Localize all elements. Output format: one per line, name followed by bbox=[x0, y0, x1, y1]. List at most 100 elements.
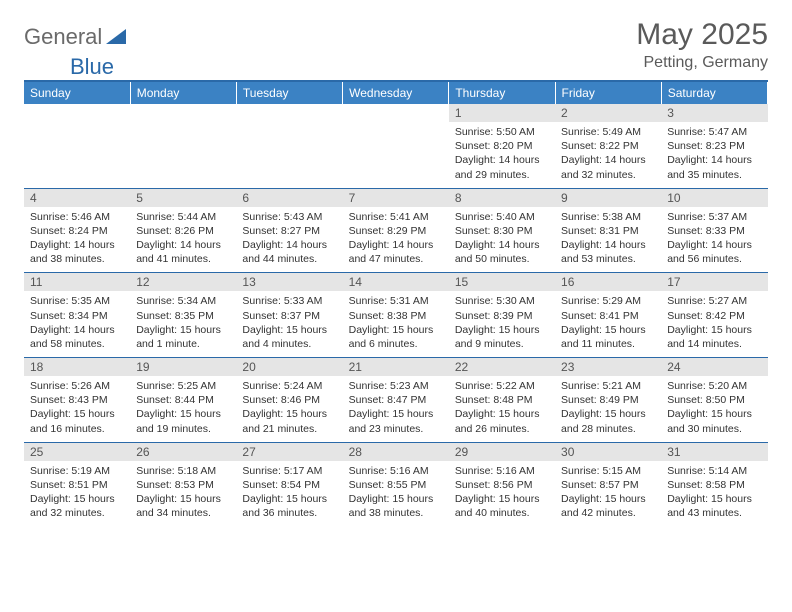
sunrise-text: Sunrise: 5:29 AM bbox=[561, 294, 655, 308]
month-title: May 2025 bbox=[636, 18, 768, 52]
daylight-text: Daylight: 15 hours and 28 minutes. bbox=[561, 407, 655, 435]
sunset-text: Sunset: 8:41 PM bbox=[561, 309, 655, 323]
calendar-cell bbox=[24, 104, 130, 188]
calendar-cell bbox=[343, 104, 449, 188]
daylight-text: Daylight: 15 hours and 21 minutes. bbox=[242, 407, 336, 435]
calendar-cell: 30Sunrise: 5:15 AMSunset: 8:57 PMDayligh… bbox=[555, 442, 661, 526]
calendar-cell: 20Sunrise: 5:24 AMSunset: 8:46 PMDayligh… bbox=[236, 358, 342, 443]
calendar-cell: 23Sunrise: 5:21 AMSunset: 8:49 PMDayligh… bbox=[555, 358, 661, 443]
calendar-week-row: 25Sunrise: 5:19 AMSunset: 8:51 PMDayligh… bbox=[24, 442, 768, 526]
calendar-week-row: 11Sunrise: 5:35 AMSunset: 8:34 PMDayligh… bbox=[24, 273, 768, 358]
day-details bbox=[24, 122, 130, 180]
sunrise-text: Sunrise: 5:17 AM bbox=[242, 464, 336, 478]
calendar-cell: 17Sunrise: 5:27 AMSunset: 8:42 PMDayligh… bbox=[661, 273, 767, 358]
calendar-cell bbox=[130, 104, 236, 188]
day-number: 23 bbox=[555, 358, 661, 376]
day-number: 26 bbox=[130, 443, 236, 461]
sunrise-text: Sunrise: 5:18 AM bbox=[136, 464, 230, 478]
sunset-text: Sunset: 8:55 PM bbox=[349, 478, 443, 492]
calendar-cell: 21Sunrise: 5:23 AMSunset: 8:47 PMDayligh… bbox=[343, 358, 449, 443]
sunset-text: Sunset: 8:31 PM bbox=[561, 224, 655, 238]
day-details: Sunrise: 5:49 AMSunset: 8:22 PMDaylight:… bbox=[555, 122, 661, 188]
calendar-cell: 3Sunrise: 5:47 AMSunset: 8:23 PMDaylight… bbox=[661, 104, 767, 188]
sunset-text: Sunset: 8:46 PM bbox=[242, 393, 336, 407]
daylight-text: Daylight: 15 hours and 6 minutes. bbox=[349, 323, 443, 351]
daylight-text: Daylight: 15 hours and 30 minutes. bbox=[667, 407, 761, 435]
sunset-text: Sunset: 8:49 PM bbox=[561, 393, 655, 407]
day-details bbox=[343, 122, 449, 180]
day-number: 27 bbox=[236, 443, 342, 461]
day-header-row: Sunday Monday Tuesday Wednesday Thursday… bbox=[24, 82, 768, 104]
sunset-text: Sunset: 8:56 PM bbox=[455, 478, 549, 492]
daylight-text: Daylight: 14 hours and 38 minutes. bbox=[30, 238, 124, 266]
day-details: Sunrise: 5:34 AMSunset: 8:35 PMDaylight:… bbox=[130, 291, 236, 357]
day-details: Sunrise: 5:21 AMSunset: 8:49 PMDaylight:… bbox=[555, 376, 661, 442]
calendar-cell: 10Sunrise: 5:37 AMSunset: 8:33 PMDayligh… bbox=[661, 188, 767, 273]
day-number: 5 bbox=[130, 189, 236, 207]
sunrise-text: Sunrise: 5:41 AM bbox=[349, 210, 443, 224]
day-number: 20 bbox=[236, 358, 342, 376]
day-details bbox=[130, 122, 236, 180]
daylight-text: Daylight: 14 hours and 53 minutes. bbox=[561, 238, 655, 266]
calendar-cell: 6Sunrise: 5:43 AMSunset: 8:27 PMDaylight… bbox=[236, 188, 342, 273]
day-details: Sunrise: 5:33 AMSunset: 8:37 PMDaylight:… bbox=[236, 291, 342, 357]
day-details: Sunrise: 5:37 AMSunset: 8:33 PMDaylight:… bbox=[661, 207, 767, 273]
day-details bbox=[236, 122, 342, 180]
sunrise-text: Sunrise: 5:15 AM bbox=[561, 464, 655, 478]
day-header: Tuesday bbox=[236, 82, 342, 104]
sunset-text: Sunset: 8:39 PM bbox=[455, 309, 549, 323]
calendar-cell: 27Sunrise: 5:17 AMSunset: 8:54 PMDayligh… bbox=[236, 442, 342, 526]
daylight-text: Daylight: 15 hours and 14 minutes. bbox=[667, 323, 761, 351]
day-details: Sunrise: 5:16 AMSunset: 8:56 PMDaylight:… bbox=[449, 461, 555, 527]
day-details: Sunrise: 5:31 AMSunset: 8:38 PMDaylight:… bbox=[343, 291, 449, 357]
sunrise-text: Sunrise: 5:43 AM bbox=[242, 210, 336, 224]
day-details: Sunrise: 5:50 AMSunset: 8:20 PMDaylight:… bbox=[449, 122, 555, 188]
day-details: Sunrise: 5:24 AMSunset: 8:46 PMDaylight:… bbox=[236, 376, 342, 442]
day-details: Sunrise: 5:14 AMSunset: 8:58 PMDaylight:… bbox=[661, 461, 767, 527]
day-number: 12 bbox=[130, 273, 236, 291]
day-header: Monday bbox=[130, 82, 236, 104]
calendar-cell: 5Sunrise: 5:44 AMSunset: 8:26 PMDaylight… bbox=[130, 188, 236, 273]
day-header: Sunday bbox=[24, 82, 130, 104]
sunrise-text: Sunrise: 5:26 AM bbox=[30, 379, 124, 393]
day-details: Sunrise: 5:30 AMSunset: 8:39 PMDaylight:… bbox=[449, 291, 555, 357]
sunset-text: Sunset: 8:26 PM bbox=[136, 224, 230, 238]
daylight-text: Daylight: 15 hours and 32 minutes. bbox=[30, 492, 124, 520]
day-number: 31 bbox=[661, 443, 767, 461]
daylight-text: Daylight: 15 hours and 9 minutes. bbox=[455, 323, 549, 351]
calendar-cell: 29Sunrise: 5:16 AMSunset: 8:56 PMDayligh… bbox=[449, 442, 555, 526]
day-details: Sunrise: 5:18 AMSunset: 8:53 PMDaylight:… bbox=[130, 461, 236, 527]
day-number: 15 bbox=[449, 273, 555, 291]
sunset-text: Sunset: 8:43 PM bbox=[30, 393, 124, 407]
day-details: Sunrise: 5:44 AMSunset: 8:26 PMDaylight:… bbox=[130, 207, 236, 273]
calendar-cell: 4Sunrise: 5:46 AMSunset: 8:24 PMDaylight… bbox=[24, 188, 130, 273]
daylight-text: Daylight: 15 hours and 19 minutes. bbox=[136, 407, 230, 435]
calendar-cell: 8Sunrise: 5:40 AMSunset: 8:30 PMDaylight… bbox=[449, 188, 555, 273]
calendar-cell: 7Sunrise: 5:41 AMSunset: 8:29 PMDaylight… bbox=[343, 188, 449, 273]
day-details: Sunrise: 5:41 AMSunset: 8:29 PMDaylight:… bbox=[343, 207, 449, 273]
sunrise-text: Sunrise: 5:47 AM bbox=[667, 125, 761, 139]
daylight-text: Daylight: 14 hours and 50 minutes. bbox=[455, 238, 549, 266]
sunset-text: Sunset: 8:33 PM bbox=[667, 224, 761, 238]
daylight-text: Daylight: 15 hours and 43 minutes. bbox=[667, 492, 761, 520]
day-details: Sunrise: 5:40 AMSunset: 8:30 PMDaylight:… bbox=[449, 207, 555, 273]
day-number: 29 bbox=[449, 443, 555, 461]
calendar-week-row: 4Sunrise: 5:46 AMSunset: 8:24 PMDaylight… bbox=[24, 188, 768, 273]
logo-triangle-icon bbox=[106, 29, 126, 45]
calendar-cell: 16Sunrise: 5:29 AMSunset: 8:41 PMDayligh… bbox=[555, 273, 661, 358]
day-details: Sunrise: 5:25 AMSunset: 8:44 PMDaylight:… bbox=[130, 376, 236, 442]
logo: General bbox=[24, 18, 126, 50]
daylight-text: Daylight: 15 hours and 16 minutes. bbox=[30, 407, 124, 435]
calendar-cell: 22Sunrise: 5:22 AMSunset: 8:48 PMDayligh… bbox=[449, 358, 555, 443]
calendar-cell: 19Sunrise: 5:25 AMSunset: 8:44 PMDayligh… bbox=[130, 358, 236, 443]
day-number bbox=[24, 104, 130, 122]
sunset-text: Sunset: 8:29 PM bbox=[349, 224, 443, 238]
sunrise-text: Sunrise: 5:16 AM bbox=[455, 464, 549, 478]
daylight-text: Daylight: 15 hours and 40 minutes. bbox=[455, 492, 549, 520]
day-number: 2 bbox=[555, 104, 661, 122]
calendar-cell: 24Sunrise: 5:20 AMSunset: 8:50 PMDayligh… bbox=[661, 358, 767, 443]
sunset-text: Sunset: 8:44 PM bbox=[136, 393, 230, 407]
calendar-cell: 13Sunrise: 5:33 AMSunset: 8:37 PMDayligh… bbox=[236, 273, 342, 358]
day-number: 30 bbox=[555, 443, 661, 461]
sunrise-text: Sunrise: 5:50 AM bbox=[455, 125, 549, 139]
